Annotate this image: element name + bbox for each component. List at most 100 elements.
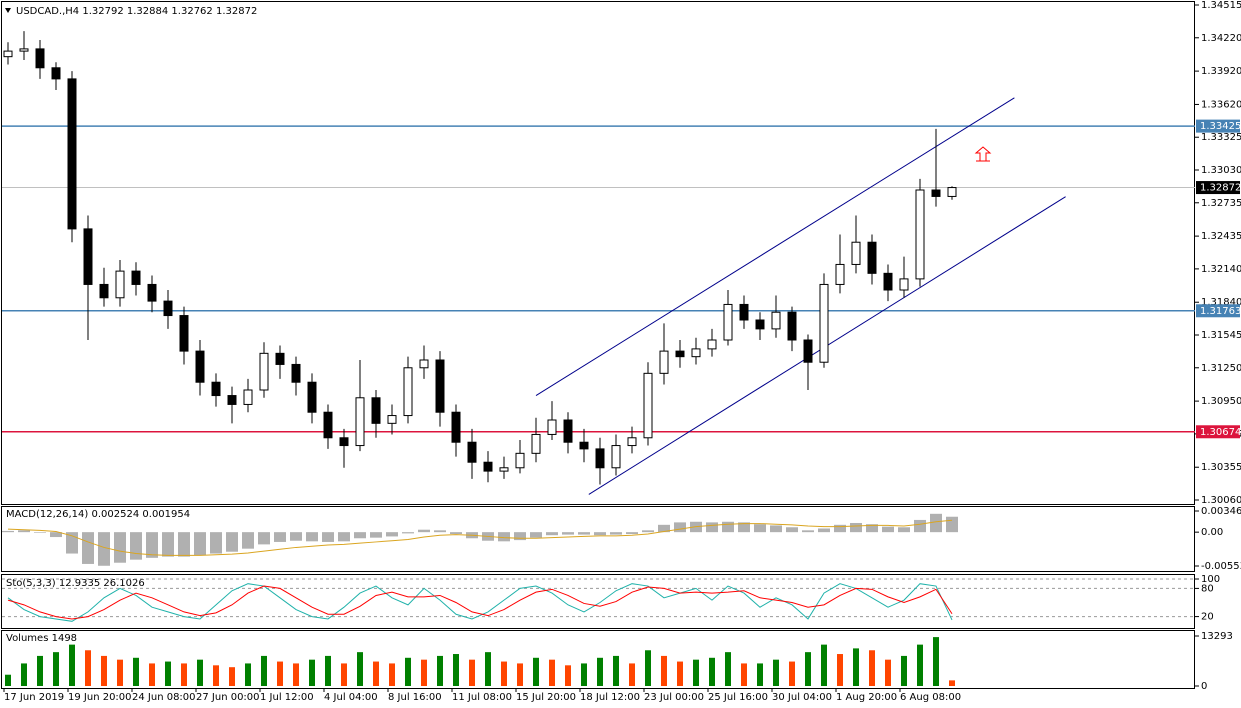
candle-body — [787, 311, 797, 341]
current-price-label: 1.32872 — [1200, 183, 1241, 194]
volume-bar — [901, 655, 907, 686]
candle-body — [275, 352, 285, 365]
macd-bar — [370, 532, 382, 538]
volume-bar — [149, 663, 155, 686]
macd-bar — [786, 527, 798, 533]
x-tick-label: 18 Jul 12:00 — [580, 692, 640, 703]
volume-bar — [277, 661, 283, 686]
macd-bar — [194, 532, 206, 556]
macd-panel — [1, 506, 1195, 572]
candle-body — [675, 350, 685, 358]
y-tick-label: 80 — [1201, 583, 1214, 594]
candle-body — [627, 437, 637, 447]
candle-body — [19, 48, 29, 52]
candle-body — [51, 67, 61, 80]
macd-bar — [178, 532, 190, 557]
macd-bar — [834, 524, 846, 533]
candle-body — [867, 241, 877, 274]
x-tick-label: 19 Jun 20:00 — [68, 692, 132, 703]
candle-body — [531, 433, 541, 454]
candle-body — [403, 367, 413, 417]
level-label-box — [1196, 304, 1240, 318]
volume-bar — [21, 663, 27, 686]
menu-triangle — [5, 8, 11, 13]
macd-bar — [34, 532, 46, 533]
candle-body — [419, 359, 429, 369]
candle-body — [227, 395, 237, 405]
candle-body — [755, 319, 765, 330]
macd-bar — [114, 532, 126, 563]
macd-bar — [546, 532, 558, 536]
buy-arrow — [974, 146, 992, 162]
volume-bar — [613, 655, 619, 686]
candle-body — [883, 272, 893, 291]
y-tick-label: 0.003461 — [1201, 506, 1241, 517]
candle-body — [947, 187, 957, 197]
candle-body — [179, 315, 189, 352]
macd-bar — [914, 519, 926, 533]
volume-bar — [757, 663, 763, 686]
trendline — [535, 97, 1015, 396]
volume-bar — [181, 663, 187, 686]
candle-body — [835, 263, 845, 285]
macd-bar — [98, 532, 110, 566]
macd-bar — [418, 529, 430, 533]
volume-bar — [773, 659, 779, 686]
volume-bar — [549, 659, 555, 686]
stochastic-main — [7, 583, 953, 622]
macd-bar — [674, 522, 686, 533]
volume-bar — [885, 659, 891, 686]
volume-bar — [661, 655, 667, 686]
y-tick-label: 0.00 — [1201, 527, 1223, 538]
candle-body — [499, 467, 509, 472]
candle-body — [451, 411, 461, 443]
macd-bar — [562, 532, 574, 535]
macd-bar — [242, 532, 254, 549]
volume-bar — [517, 663, 523, 686]
macd-bar — [530, 532, 542, 538]
level-label: 1.30674 — [1200, 427, 1241, 438]
y-tick-label: 1.34220 — [1201, 33, 1241, 44]
volume-bar — [101, 655, 107, 686]
signal-last: 0.001954 — [142, 509, 190, 520]
volume-bar — [421, 659, 427, 686]
macd-bar — [818, 528, 830, 533]
volume-last: 1498 — [52, 633, 77, 644]
candle-body — [563, 419, 573, 443]
candle-body — [851, 241, 861, 265]
candle-body — [291, 363, 301, 383]
volume-bar — [117, 659, 123, 686]
current-price-box — [1196, 181, 1240, 195]
macd-bar — [386, 532, 398, 537]
candle-body — [99, 283, 109, 299]
volume-bar — [677, 661, 683, 686]
y-tick-label: 1.31545 — [1201, 330, 1241, 341]
last-open: 1.32792 — [82, 6, 123, 17]
volume-bar — [389, 663, 395, 686]
candle-body — [579, 441, 589, 450]
candle-body — [83, 228, 93, 285]
x-tick-label: 4 Jul 04:00 — [324, 692, 378, 703]
volume-bar — [709, 657, 715, 686]
x-tick-label: 24 Jun 08:00 — [132, 692, 196, 703]
candle-body — [483, 461, 493, 472]
x-tick-label: 30 Jul 04:00 — [772, 692, 832, 703]
x-tick-label: 11 Jul 08:00 — [452, 692, 512, 703]
volume-bar — [725, 652, 731, 686]
volume-bar — [373, 661, 379, 686]
x-tick-label: 8 Jul 16:00 — [388, 692, 442, 703]
last-low: 1.32762 — [171, 6, 212, 17]
y-tick-label: 1.34515 — [1201, 0, 1241, 11]
macd-bar — [594, 532, 606, 536]
candle-body — [211, 381, 221, 397]
candle-body — [115, 270, 125, 299]
volume-title: Volumes 1498 — [6, 633, 77, 644]
macd-bar — [2, 530, 14, 533]
volume-panel — [1, 630, 1195, 689]
candle-body — [131, 270, 141, 285]
macd-bar — [354, 532, 366, 539]
sto-signal-last: 26.1026 — [103, 578, 144, 589]
main-panel — [1, 1, 1195, 505]
candle-body — [707, 339, 717, 350]
macd-bar — [434, 530, 446, 533]
